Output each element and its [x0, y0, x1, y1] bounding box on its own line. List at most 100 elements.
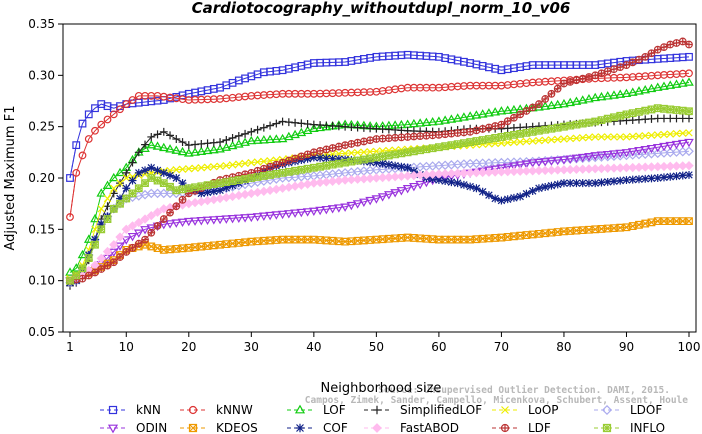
data-point [84, 135, 93, 143]
data-point [309, 163, 318, 172]
data-point [628, 222, 637, 230]
data-point [265, 134, 275, 144]
data-point [448, 130, 455, 137]
data-point [535, 136, 543, 145]
data-point [247, 127, 256, 136]
data-point [603, 177, 612, 186]
data-point [290, 129, 300, 139]
data-point [459, 168, 469, 178]
data-point [334, 155, 343, 164]
data-point [465, 111, 475, 120]
data-point [115, 242, 125, 251]
data-point [647, 131, 656, 140]
y-tick-label: 0.10 [28, 274, 55, 288]
data-point [166, 171, 174, 180]
data-point [334, 204, 344, 213]
data-point [222, 183, 231, 192]
data-point [528, 187, 537, 195]
data-point [671, 140, 682, 150]
data-point [316, 153, 325, 162]
data-point [97, 265, 106, 273]
data-point [115, 232, 125, 242]
data-point [478, 187, 487, 196]
legend-label: LDOF [630, 403, 662, 417]
data-point [271, 211, 282, 220]
data-point [685, 114, 693, 123]
data-point [660, 104, 668, 113]
series-line [69, 132, 690, 280]
legend-marker [501, 406, 509, 414]
legend-label: SimplifiedLOF [400, 403, 482, 417]
data-point [352, 200, 363, 209]
data-point [552, 156, 563, 166]
data-point [616, 111, 625, 120]
data-point [116, 105, 124, 114]
data-point [96, 253, 106, 264]
data-point [552, 99, 563, 109]
data-point [572, 120, 581, 129]
data-point [685, 52, 693, 61]
data-point [146, 224, 157, 233]
data-point [178, 138, 187, 147]
data-point [266, 157, 274, 165]
data-point [604, 67, 612, 75]
data-point [578, 179, 587, 188]
data-point [91, 235, 99, 244]
data-point [559, 156, 569, 165]
data-point [452, 113, 463, 122]
data-point [178, 185, 187, 194]
data-point [684, 138, 694, 148]
data-point [133, 229, 144, 238]
data-point [247, 158, 256, 167]
data-point [473, 127, 480, 134]
x-axis-label: Neighborhood size [321, 381, 442, 396]
legend-marker [294, 404, 306, 414]
data-point [78, 264, 87, 273]
legend-item-cof: COF [287, 421, 348, 434]
data-point [103, 215, 112, 223]
data-point [498, 121, 505, 128]
x-tick-label: 40 [306, 340, 321, 354]
data-point [565, 164, 575, 175]
y-tick-label: 0.05 [28, 325, 55, 339]
data-point [541, 136, 549, 144]
data-point [403, 163, 412, 172]
data-point [154, 222, 161, 230]
data-point [285, 157, 293, 164]
data-point [585, 133, 593, 142]
data-point [554, 85, 561, 92]
data-point [547, 181, 556, 190]
data-point [673, 39, 680, 47]
data-point [116, 199, 124, 208]
data-point [190, 147, 200, 156]
data-point [654, 46, 662, 53]
data-point [434, 143, 443, 152]
data-point [103, 115, 112, 124]
data-point [152, 207, 163, 217]
data-point [384, 191, 394, 200]
data-point [153, 176, 162, 185]
legend-item-kdeos: KDEOS [180, 421, 258, 434]
data-point [258, 135, 269, 144]
data-point [297, 165, 306, 174]
data-point [459, 112, 469, 121]
data-point [646, 83, 657, 93]
data-point [666, 130, 674, 138]
data-point [528, 103, 537, 112]
data-point [254, 167, 261, 175]
data-point [434, 116, 444, 125]
data-point [652, 143, 663, 153]
data-point [171, 145, 182, 154]
data-point [579, 75, 587, 82]
data-point [109, 240, 119, 250]
data-point [521, 160, 532, 169]
data-point [641, 106, 650, 115]
data-point [266, 171, 274, 179]
data-point [597, 116, 606, 124]
data-point [128, 176, 137, 185]
data-point [79, 275, 86, 282]
data-point [146, 188, 157, 199]
data-point [665, 141, 676, 151]
data-point [91, 126, 99, 135]
